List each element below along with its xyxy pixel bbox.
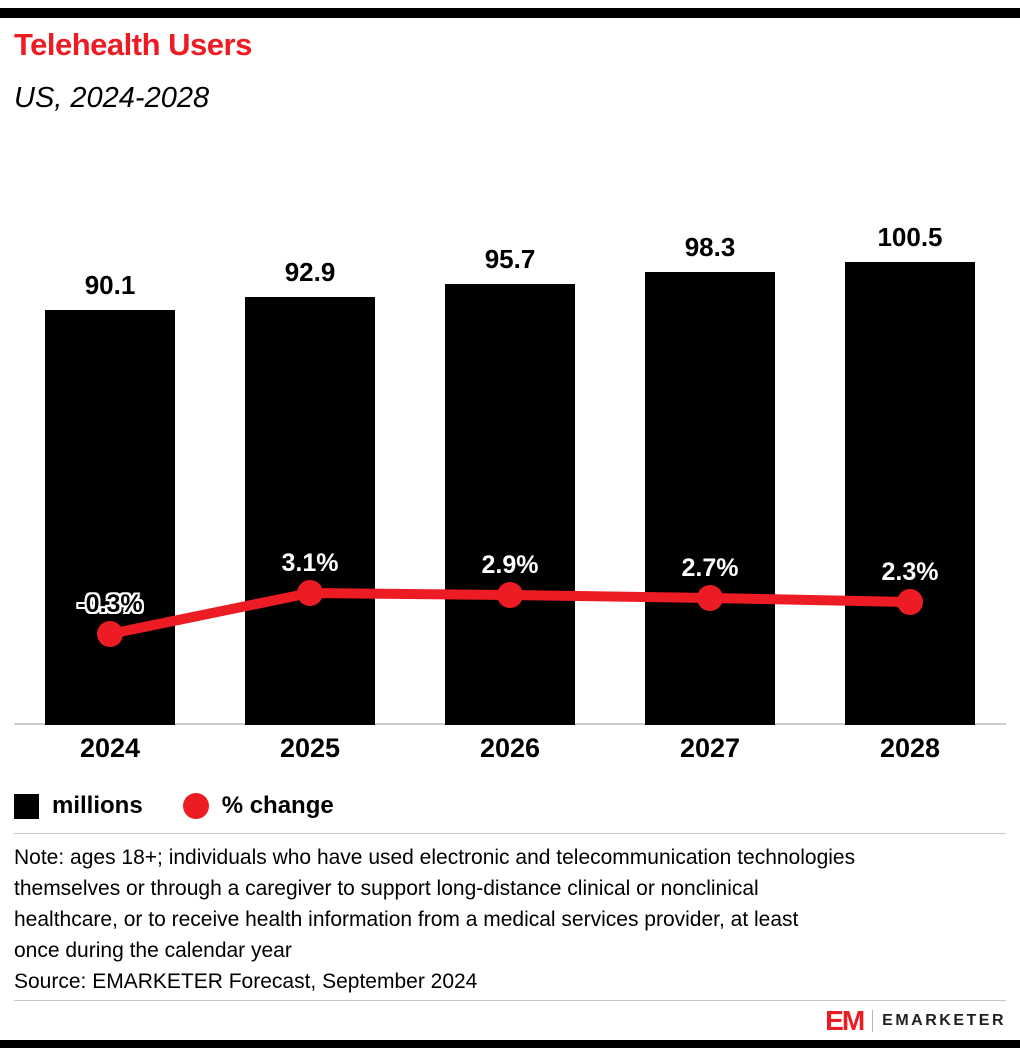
bottom-border-bar bbox=[0, 1040, 1020, 1048]
bar-value-label: 95.7 bbox=[484, 244, 536, 274]
pct-change-label: 2.7% bbox=[681, 554, 739, 582]
x-axis-label-2026: 2026 bbox=[479, 733, 541, 763]
legend-label: millions bbox=[52, 792, 143, 819]
brand-wordmark: EMARKETER bbox=[882, 1012, 1006, 1029]
line-point bbox=[497, 582, 523, 608]
chart-subtitle: US, 2024-2028 bbox=[14, 82, 210, 114]
bar-2028 bbox=[845, 262, 975, 725]
pct-change-line-layer bbox=[97, 580, 923, 647]
top-border-bar bbox=[0, 8, 1020, 18]
x-axis-label-2025: 2025 bbox=[279, 733, 341, 763]
note-line: themselves or through a caregiver to sup… bbox=[14, 877, 759, 900]
bar-value-label: 100.5 bbox=[877, 222, 943, 252]
legend-swatch-square bbox=[14, 793, 39, 819]
legend: millions % change bbox=[14, 792, 334, 820]
footer-branding: EM EMARKETER bbox=[825, 1007, 1006, 1035]
bar-value-label: 98.3 bbox=[684, 232, 736, 262]
legend-item-millions: millions bbox=[14, 792, 143, 820]
bar-value-label: 92.9 bbox=[284, 257, 336, 287]
note-text: Note: ages 18+; individuals who have use… bbox=[14, 842, 1004, 966]
line-point bbox=[97, 621, 123, 647]
legend-item--change: % change bbox=[182, 792, 334, 820]
x-axis-label-2027: 2027 bbox=[679, 733, 741, 763]
x-axis-label-2024: 2024 bbox=[79, 733, 141, 763]
line-point bbox=[697, 585, 723, 611]
x-axis-label-2028: 2028 bbox=[879, 733, 941, 763]
line-point bbox=[897, 589, 923, 615]
bar-2027 bbox=[645, 272, 775, 725]
divider-line bbox=[14, 833, 1006, 834]
chart-title: Telehealth Users bbox=[14, 27, 252, 62]
note-line: healthcare, or to receive health informa… bbox=[14, 908, 799, 931]
pct-change-label: 2.3% bbox=[881, 558, 939, 586]
bar-line-chart: 90.1 92.9 95.7 98.3 100.5 -0.3% 3.1% 2.9% 2.7% 2.… bbox=[0, 220, 1020, 725]
legend-label: % change bbox=[221, 792, 334, 819]
pct-change-label: -0.3% bbox=[77, 590, 143, 618]
note-line: Note: ages 18+; individuals who have use… bbox=[14, 846, 856, 869]
logo-divider bbox=[872, 1010, 874, 1032]
bar-2026 bbox=[445, 284, 575, 725]
bar-value-label: 90.1 bbox=[84, 270, 136, 300]
pct-change-label: 2.9% bbox=[481, 551, 539, 579]
source-text: Source: EMARKETER Forecast, September 20… bbox=[14, 970, 478, 993]
bar-2024 bbox=[45, 310, 175, 725]
pct-change-label: 3.1% bbox=[281, 549, 339, 577]
x-axis-labels: 2024 2025 2026 2027 2028 bbox=[0, 733, 1020, 765]
bar-2025 bbox=[245, 297, 375, 725]
divider-line-2 bbox=[14, 1000, 1006, 1001]
note-line: once during the calendar year bbox=[14, 939, 292, 962]
line-point bbox=[297, 580, 323, 606]
emarketer-logo-icon: EM bbox=[825, 1005, 865, 1036]
legend-swatch-circle bbox=[182, 793, 209, 819]
